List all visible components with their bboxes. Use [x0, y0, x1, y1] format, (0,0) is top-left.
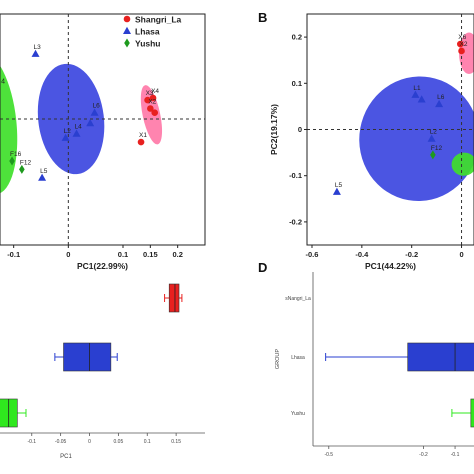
point-label: F12 [20, 159, 32, 166]
point-label: X2 [148, 99, 156, 106]
legend-label: Yushu [135, 39, 161, 49]
confidence-ellipse-yushu [451, 152, 474, 176]
legend-marker-lhasa [123, 26, 131, 34]
x-tick-label: -0.5 [324, 452, 333, 458]
data-point-lhasa [72, 129, 81, 137]
y-axis-title: PC2(19.17%) [269, 104, 279, 155]
plot-area [325, 342, 474, 428]
data-point-lhasa [31, 49, 40, 57]
x-tick-label: -0.1 [7, 250, 20, 259]
data-point-yushu [9, 156, 15, 166]
x-tick-label: -0.4 [355, 250, 369, 259]
x-tick-label: 0.15 [171, 439, 181, 445]
x-tick-label: -0.1 [27, 439, 36, 445]
x-tick-label: -0.05 [55, 439, 67, 445]
x-tick-label: 0.1 [144, 439, 151, 445]
point-label: X6 [458, 34, 466, 41]
legend-marker-yushu [124, 38, 130, 48]
point-label: L2 [430, 129, 438, 136]
group-label-lhasa: Lhasa [291, 355, 305, 361]
legend-label: Lhasa [135, 27, 160, 37]
x-axis-title: PC1(22.99%) [77, 261, 128, 271]
data-point-lhasa [411, 90, 420, 98]
panel-letter-b: B [258, 10, 267, 25]
point-label: F12 [431, 145, 443, 152]
confidence-ellipse-lhasa [37, 63, 105, 175]
data-point-lhasa [435, 99, 444, 108]
point-label: L6 [93, 103, 101, 110]
plot-frame [0, 13, 206, 246]
point-label: X1 [139, 132, 147, 139]
x-tick-label: 0 [88, 439, 91, 445]
data-point-shangri-la [151, 109, 159, 116]
x-tick-label: -0.1 [451, 452, 460, 458]
data-point-shangri-la [456, 40, 464, 48]
confidence-ellipse-lhasa [359, 76, 474, 202]
point-label: X2 [460, 41, 468, 48]
data-point-lhasa [417, 95, 426, 103]
confidence-ellipse-yushu [0, 52, 18, 195]
point-label: L6 [437, 94, 445, 101]
panel-a-legend: Shangri_La Lhasa Yushu [123, 15, 182, 49]
data-point-lhasa [90, 108, 99, 116]
data-point-yushu [19, 164, 25, 174]
point-label: L1 [413, 85, 421, 92]
box-yushu [470, 398, 474, 428]
point-label: X4 [151, 88, 159, 95]
point-label: X3 [146, 90, 154, 97]
point-label: F16 [10, 151, 22, 158]
data-point-shangri-la [149, 94, 157, 102]
data-point-shangri-la [144, 96, 151, 104]
x-axis-title: PC1(44.22%) [365, 261, 416, 271]
data-point-shangri-la [458, 47, 465, 55]
y-tick-label: 0 [298, 125, 302, 134]
data-point-lhasa [427, 134, 436, 142]
point-label: L5 [40, 168, 48, 175]
panel-letter-d: D [258, 260, 267, 275]
y-tick-label: 0.2 [292, 33, 302, 42]
x-tick-label: -0.6 [306, 250, 319, 259]
data-point-shangri-la [137, 138, 145, 146]
box-lhasa [407, 342, 474, 372]
y-tick-label: -0.2 [289, 217, 302, 226]
group-label-shangri-la: sNangri_La [285, 296, 311, 302]
point-label: L5 [335, 182, 343, 189]
y-tick-label: 0.1 [292, 79, 302, 88]
x-tick-label: 0.2 [172, 250, 182, 259]
group-label-yushu: Yushu [291, 411, 305, 417]
x-tick-label: 0.15 [143, 250, 158, 259]
box-lhasa [63, 342, 112, 372]
plot-area [0, 283, 183, 428]
legend-label: Shangri_La [135, 15, 182, 25]
x-tick-label: -0.2 [419, 452, 428, 458]
panel-c-boxplot: -0.1 -0.05 0 0.05 0.1 0.15 PC1 [0, 283, 205, 460]
data-point-shangri-la [147, 105, 154, 112]
point-label: L4 [75, 124, 83, 131]
data-point-lhasa [38, 173, 47, 181]
x-tick-label: 0 [459, 250, 463, 259]
point-label: 4 [1, 78, 5, 85]
legend-marker-shangri-la [123, 15, 131, 23]
x-tick-label: 0 [66, 250, 70, 259]
point-label: L2 [64, 128, 72, 135]
data-point-lhasa [86, 119, 95, 127]
y-tick-label: -0.1 [289, 171, 302, 180]
point-label: L3 [34, 44, 42, 51]
data-point-yushu [430, 150, 436, 160]
y-axis-title: GROUP [275, 349, 281, 370]
x-tick-label: -0.2 [405, 250, 418, 259]
x-axis-title: PC1 [60, 454, 72, 460]
data-point-lhasa [61, 133, 70, 141]
x-tick-label: 0.05 [114, 439, 124, 445]
data-point-lhasa [332, 187, 341, 195]
box-shangri-la [168, 283, 180, 313]
x-tick-label: 0.1 [118, 250, 128, 259]
